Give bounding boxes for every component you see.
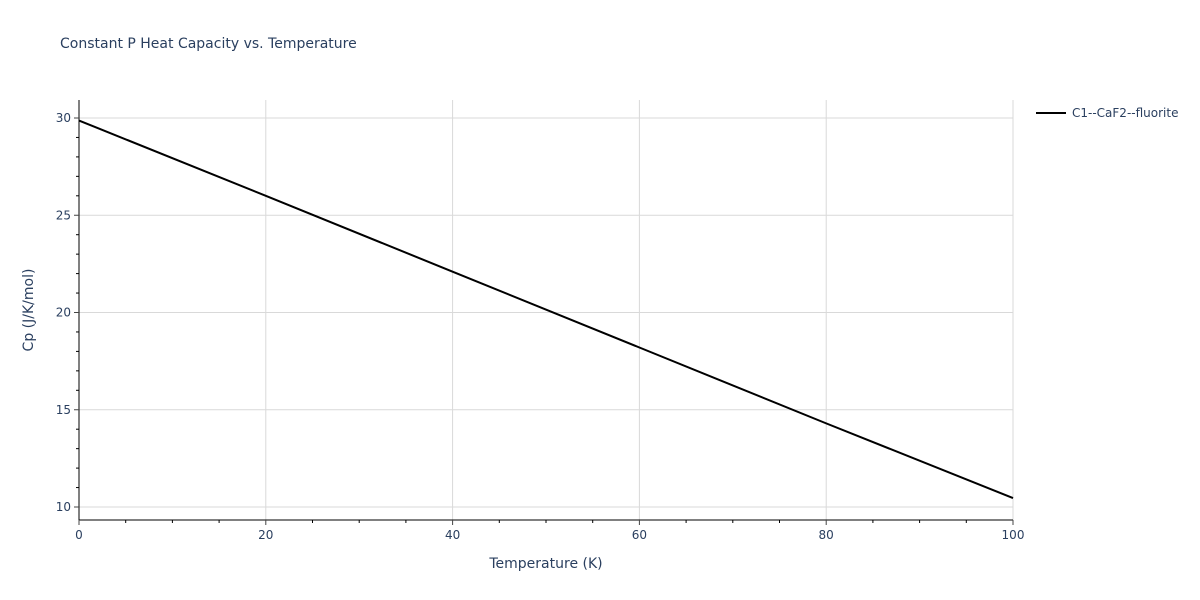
x-axis-label: Temperature (K) (488, 556, 602, 572)
chart-title: Constant P Heat Capacity vs. Temperature (60, 36, 357, 52)
svg-text:20: 20 (258, 528, 273, 542)
legend-label: C1--CaF2--fluorite (1072, 106, 1179, 120)
tick-labels: 0 20 40 60 80 100 10 15 20 25 30 (56, 111, 1025, 542)
svg-text:40: 40 (445, 528, 460, 542)
svg-text:0: 0 (75, 528, 83, 542)
axes (74, 100, 1014, 525)
svg-text:25: 25 (56, 208, 71, 222)
series-lines (78, 119, 1014, 499)
svg-text:80: 80 (819, 528, 834, 542)
svg-text:20: 20 (56, 306, 71, 320)
legend-item[interactable]: C1--CaF2--fluorite (1036, 106, 1178, 120)
y-axis-label: Cp (J/K/mol) (21, 269, 37, 352)
legend-line-swatch-icon (1036, 112, 1066, 114)
svg-text:100: 100 (1002, 528, 1025, 542)
gridlines (79, 100, 1014, 520)
svg-text:60: 60 (632, 528, 647, 542)
svg-text:10: 10 (56, 500, 71, 514)
svg-text:15: 15 (56, 403, 71, 417)
svg-text:30: 30 (56, 111, 71, 125)
